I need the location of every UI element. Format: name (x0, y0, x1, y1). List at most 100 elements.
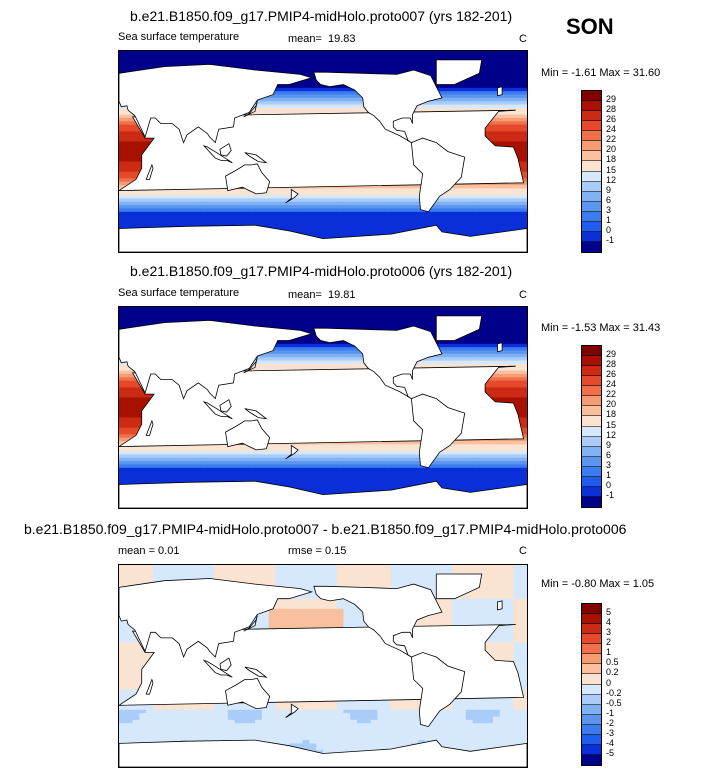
ocean-cell (336, 191, 344, 196)
ocean-cell (520, 54, 527, 59)
ocean-cell (397, 310, 406, 315)
ocean-cell (309, 198, 317, 203)
ocean-cell (431, 320, 440, 325)
ocean-cell (493, 134, 501, 139)
ocean-cell (493, 64, 501, 69)
ocean-cell (438, 54, 446, 59)
ocean-cell (479, 221, 487, 226)
ocean-cell (493, 374, 501, 378)
ocean-cell (397, 313, 406, 318)
ocean-cell (241, 320, 249, 325)
ocean-cell (336, 54, 344, 59)
ocean-cell (472, 91, 480, 96)
ocean-cell (350, 211, 358, 216)
ocean-cell (309, 225, 317, 230)
ocean-cell (472, 353, 480, 358)
ocean-cell (125, 118, 134, 122)
ocean-cell (248, 320, 256, 325)
ocean-cell (132, 205, 140, 210)
ocean-cell (411, 198, 419, 203)
ocean-cell (391, 54, 399, 59)
ocean-cell (343, 208, 351, 213)
ocean-cell (425, 218, 433, 223)
ocean-cell (513, 357, 521, 362)
ocean-cell (323, 363, 331, 368)
ocean-cell (343, 94, 351, 99)
ocean-cell (459, 97, 467, 102)
ocean-cell (316, 54, 324, 59)
colorbar-swatch (582, 181, 601, 192)
ocean-cell (391, 317, 399, 321)
ocean-cell (268, 67, 276, 72)
ocean-cell (493, 330, 501, 335)
ocean-cell (302, 310, 310, 315)
ocean-cell (275, 101, 283, 106)
ocean-cell (397, 61, 406, 65)
ocean-cell (289, 198, 297, 203)
ocean-cell (486, 330, 494, 335)
ocean-cell (343, 188, 351, 193)
ocean-cell (520, 195, 527, 199)
ocean-cell (486, 131, 494, 136)
ocean-cell (411, 205, 419, 210)
ocean-cell (221, 57, 229, 62)
ocean-cell (499, 340, 508, 345)
ocean-cell (357, 104, 365, 109)
ocean-cell (493, 138, 501, 143)
ocean-cell (499, 71, 508, 76)
ocean-cell (295, 101, 304, 106)
ocean-cell (506, 94, 514, 99)
ocean-cell (499, 141, 508, 146)
ocean-cell (166, 201, 174, 206)
ocean-cell (132, 141, 140, 146)
ocean-cell (234, 57, 242, 62)
ocean-cell (391, 188, 399, 193)
ocean-cell (282, 205, 290, 210)
ocean-cell (391, 71, 399, 76)
ocean-cell (146, 138, 154, 143)
ocean-cell (452, 307, 460, 311)
ocean-cell (493, 97, 501, 102)
ocean-cell (139, 54, 147, 59)
ocean-cell (438, 225, 446, 230)
ocean-cell (255, 101, 263, 106)
ocean-cell (309, 215, 317, 220)
ocean-cell (357, 198, 365, 203)
ocean-cell (513, 101, 521, 106)
ocean-cell (404, 61, 412, 65)
ocean-cell (125, 111, 134, 116)
ocean-cell (268, 57, 276, 62)
ocean-cell (350, 57, 358, 62)
ocean-cell (404, 185, 412, 189)
ocean-cell (200, 198, 208, 203)
ocean-cell (445, 353, 453, 358)
ocean-cell (472, 97, 480, 102)
ocean-cell (425, 327, 433, 332)
ocean-cell (200, 57, 208, 62)
continent-outline (145, 163, 154, 180)
ocean-cell (513, 121, 521, 126)
ocean-cell (472, 188, 480, 193)
ocean-cell (404, 67, 412, 72)
ocean-cell (125, 317, 134, 321)
ocean-cell (268, 195, 276, 199)
ocean-cell (282, 91, 290, 96)
ocean-cell (506, 357, 514, 362)
ocean-cell (520, 104, 527, 109)
ocean-cell (513, 128, 521, 132)
ocean-cell (295, 205, 304, 210)
ocean-cell (452, 195, 460, 199)
ocean-cell (336, 225, 344, 230)
ocean-cell (119, 380, 127, 385)
ocean-cell (309, 84, 317, 89)
ocean-cell (221, 54, 229, 59)
ocean-cell (214, 61, 222, 65)
ocean-cell (404, 307, 412, 311)
colorbar-tick-label: 9 (606, 184, 612, 195)
colorbar-tick-label: 12 (606, 174, 617, 185)
ocean-cell (316, 211, 324, 216)
ocean-cell (159, 211, 168, 216)
ocean-cell (370, 327, 378, 332)
ocean-cell (302, 215, 310, 220)
ocean-cell (377, 198, 385, 203)
